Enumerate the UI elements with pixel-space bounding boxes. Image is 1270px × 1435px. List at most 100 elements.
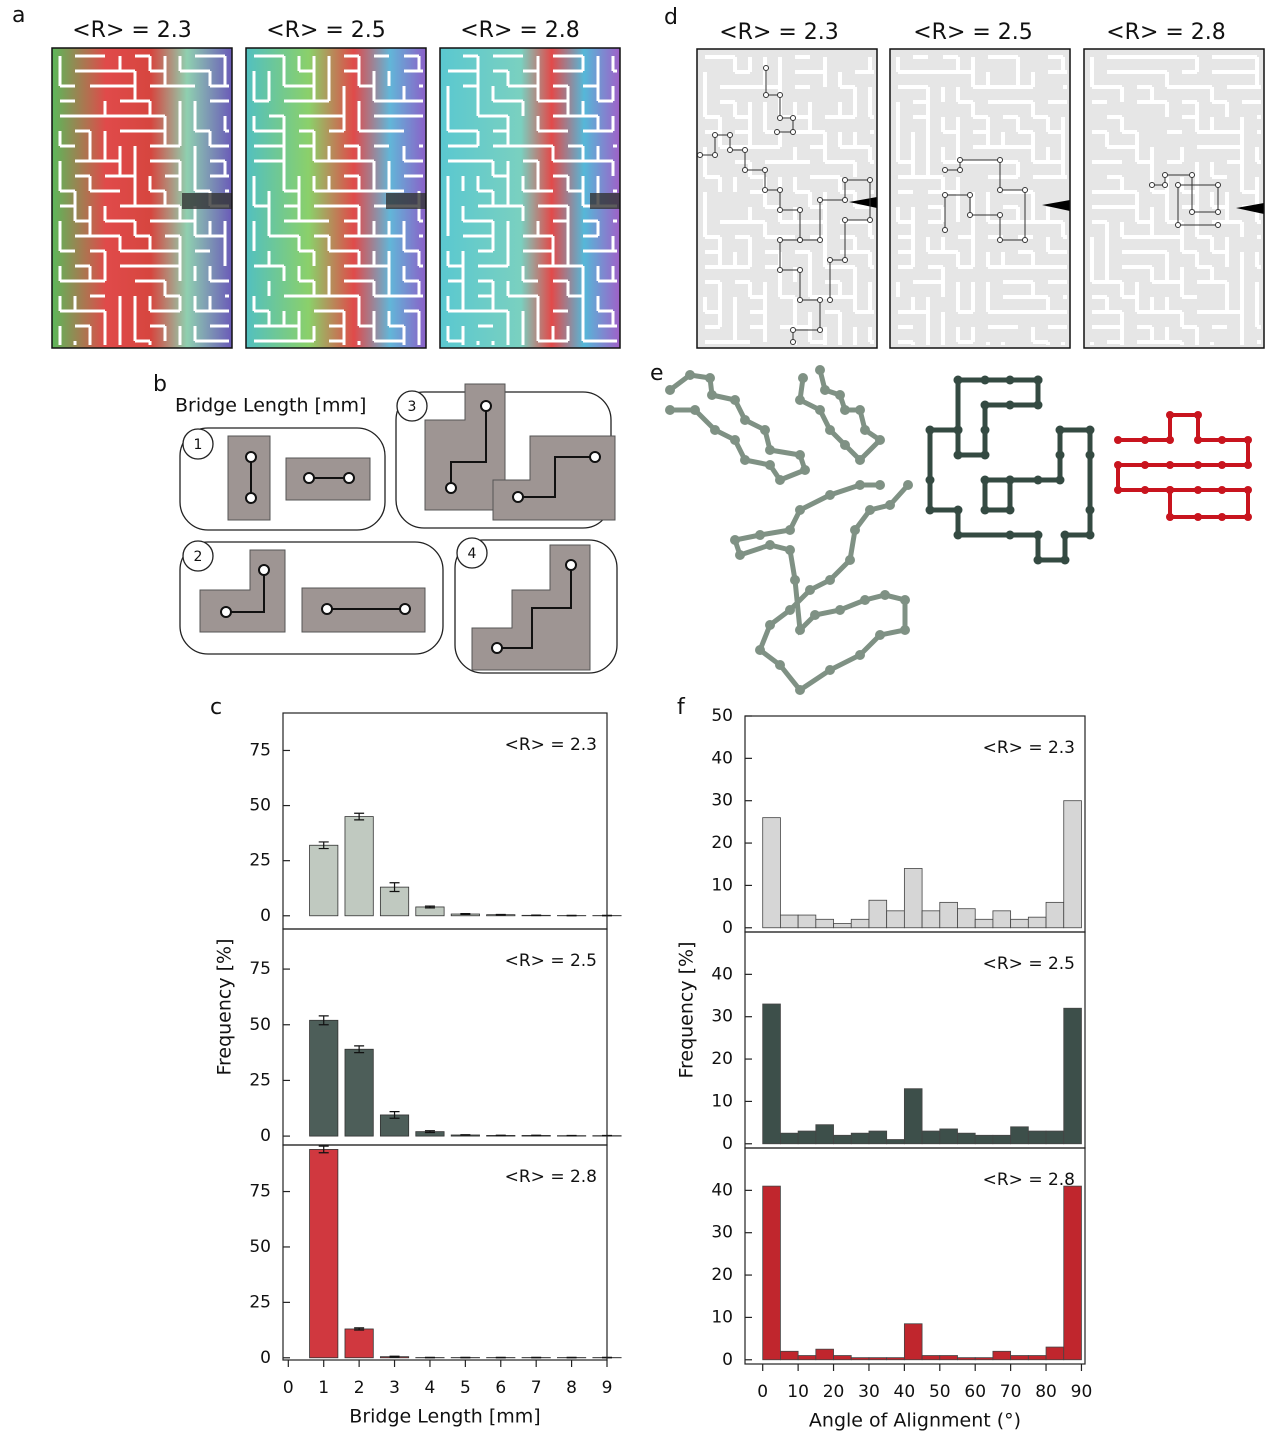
- y-tick-label: 0: [260, 1348, 271, 1368]
- network-node: [1061, 556, 1070, 565]
- network-node: [795, 450, 805, 460]
- histogram-bar: [904, 1089, 922, 1144]
- y-tick-label: 0: [260, 906, 271, 926]
- network-node: [1190, 210, 1195, 215]
- histogram-bar: [975, 1358, 993, 1360]
- network-node: [1190, 173, 1195, 178]
- x-tick-label: 0: [283, 1378, 294, 1398]
- network-node: [1194, 513, 1202, 521]
- histogram-bar: [1046, 902, 1064, 927]
- network-node: [954, 376, 963, 385]
- network-node: [875, 480, 885, 490]
- network-node: [1034, 376, 1043, 385]
- network-node: [818, 298, 823, 303]
- histogram-bar: [1011, 919, 1029, 927]
- network-node: [1166, 411, 1174, 419]
- network-node: [778, 268, 783, 273]
- bridge-node: [304, 473, 314, 483]
- network-node: [730, 435, 740, 445]
- network-node: [818, 198, 823, 203]
- network-node: [840, 440, 850, 450]
- network-node: [1034, 531, 1043, 540]
- annotation: <R> = 2.5: [505, 951, 597, 971]
- network-node: [713, 133, 718, 138]
- network-node: [843, 258, 848, 263]
- network-node: [1218, 486, 1226, 494]
- network-node: [845, 555, 855, 565]
- network-node: [1006, 401, 1015, 410]
- annotation: <R> = 2.5: [983, 954, 1075, 974]
- histogram-bar: [993, 1135, 1011, 1143]
- network-node: [954, 451, 963, 460]
- bridge-node: [322, 604, 332, 614]
- network-node: [705, 373, 715, 383]
- network-node: [775, 130, 780, 135]
- network-path: [1118, 415, 1248, 517]
- network-node: [765, 540, 775, 550]
- bridge-node: [513, 492, 523, 502]
- x-axis-label: Bridge Length [mm]: [349, 1406, 540, 1428]
- x-tick-label: 50: [929, 1382, 951, 1402]
- histogram-bar: [958, 909, 976, 928]
- x-tick-label: 3: [389, 1378, 400, 1398]
- network-node: [765, 620, 775, 630]
- y-tick-label: 40: [711, 748, 733, 768]
- network-node: [840, 405, 850, 415]
- network-node: [825, 665, 835, 675]
- histogram-bar: [1011, 1356, 1029, 1360]
- network-node: [926, 476, 935, 485]
- network-node: [943, 228, 948, 233]
- network-node: [1086, 426, 1095, 435]
- network-node: [828, 258, 833, 263]
- error-bar: [390, 1356, 400, 1357]
- network-node: [958, 168, 963, 173]
- network-node: [926, 426, 935, 435]
- network-node: [1194, 436, 1202, 444]
- x-tick-label: 2: [354, 1378, 365, 1398]
- histogram-bar: [993, 1351, 1011, 1359]
- bridge-tile: [200, 550, 285, 632]
- histogram-bar: [922, 1356, 940, 1360]
- network-node: [791, 340, 796, 345]
- histogram-bar: [834, 924, 852, 928]
- network-node: [790, 575, 800, 585]
- y-tick-label: 0: [722, 1134, 733, 1154]
- y-axis-label: Frequency [%]: [214, 938, 236, 1075]
- x-tick-label: 4: [425, 1378, 436, 1398]
- network-node: [1163, 183, 1168, 188]
- network-node: [900, 595, 910, 605]
- x-tick-label: 60: [964, 1382, 986, 1402]
- network-node: [968, 193, 973, 198]
- network-node: [778, 188, 783, 193]
- network-node: [998, 213, 1003, 218]
- y-tick-label: 20: [711, 833, 733, 853]
- maze-bg: [890, 49, 1070, 348]
- histogram-bar: [958, 1358, 976, 1360]
- bar: [310, 1149, 338, 1357]
- network-node: [795, 685, 805, 695]
- histogram-bar: [798, 1131, 816, 1144]
- bridge-node: [246, 493, 256, 503]
- network-node: [885, 500, 895, 510]
- bridge-node: [481, 401, 491, 411]
- histogram-bar: [993, 911, 1011, 928]
- histogram-bar: [763, 818, 781, 928]
- x-tick-label: 0: [757, 1382, 768, 1402]
- histogram-bar: [1046, 1131, 1064, 1144]
- network-node: [868, 178, 873, 183]
- network-node: [1061, 531, 1070, 540]
- network-node: [954, 506, 963, 515]
- histogram-bar: [940, 1129, 958, 1144]
- bridge-node: [566, 560, 576, 570]
- network-node: [775, 475, 785, 485]
- bridge-node: [259, 565, 269, 575]
- network-node: [764, 93, 769, 98]
- y-tick-label: 75: [249, 1182, 271, 1202]
- box-number: 3: [408, 399, 417, 415]
- network-node: [1166, 513, 1174, 521]
- histogram-bar: [904, 868, 922, 927]
- network-node: [778, 93, 783, 98]
- bridge-node: [446, 483, 456, 493]
- network-node: [1034, 476, 1043, 485]
- x-tick-label: 90: [1071, 1382, 1093, 1402]
